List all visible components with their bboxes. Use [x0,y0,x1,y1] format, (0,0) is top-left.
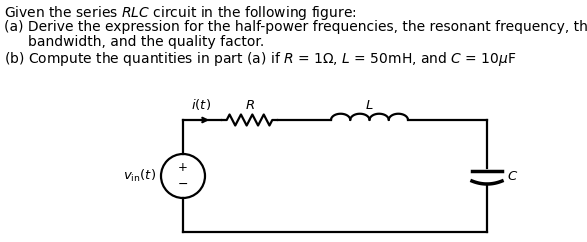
Text: bandwidth, and the quality factor.: bandwidth, and the quality factor. [28,35,264,49]
Text: $i(t)$: $i(t)$ [191,97,211,112]
Text: (a) Derive the expression for the half-power frequencies, the resonant frequency: (a) Derive the expression for the half-p… [4,20,587,34]
Text: $v_{\rm in}(t)$: $v_{\rm in}(t)$ [123,168,156,184]
Text: (b) Compute the quantities in part (a) if $R$ = 1$\Omega$, $L$ = 50mH, and $C$ =: (b) Compute the quantities in part (a) i… [4,50,517,68]
Text: −: − [178,178,188,191]
Text: $R$: $R$ [245,99,255,112]
Text: +: + [178,161,188,174]
Text: $L$: $L$ [365,99,374,112]
Text: $C$: $C$ [507,169,518,182]
Text: Given the series $\mathit{RLC}$ circuit in the following figure:: Given the series $\mathit{RLC}$ circuit … [4,4,357,22]
